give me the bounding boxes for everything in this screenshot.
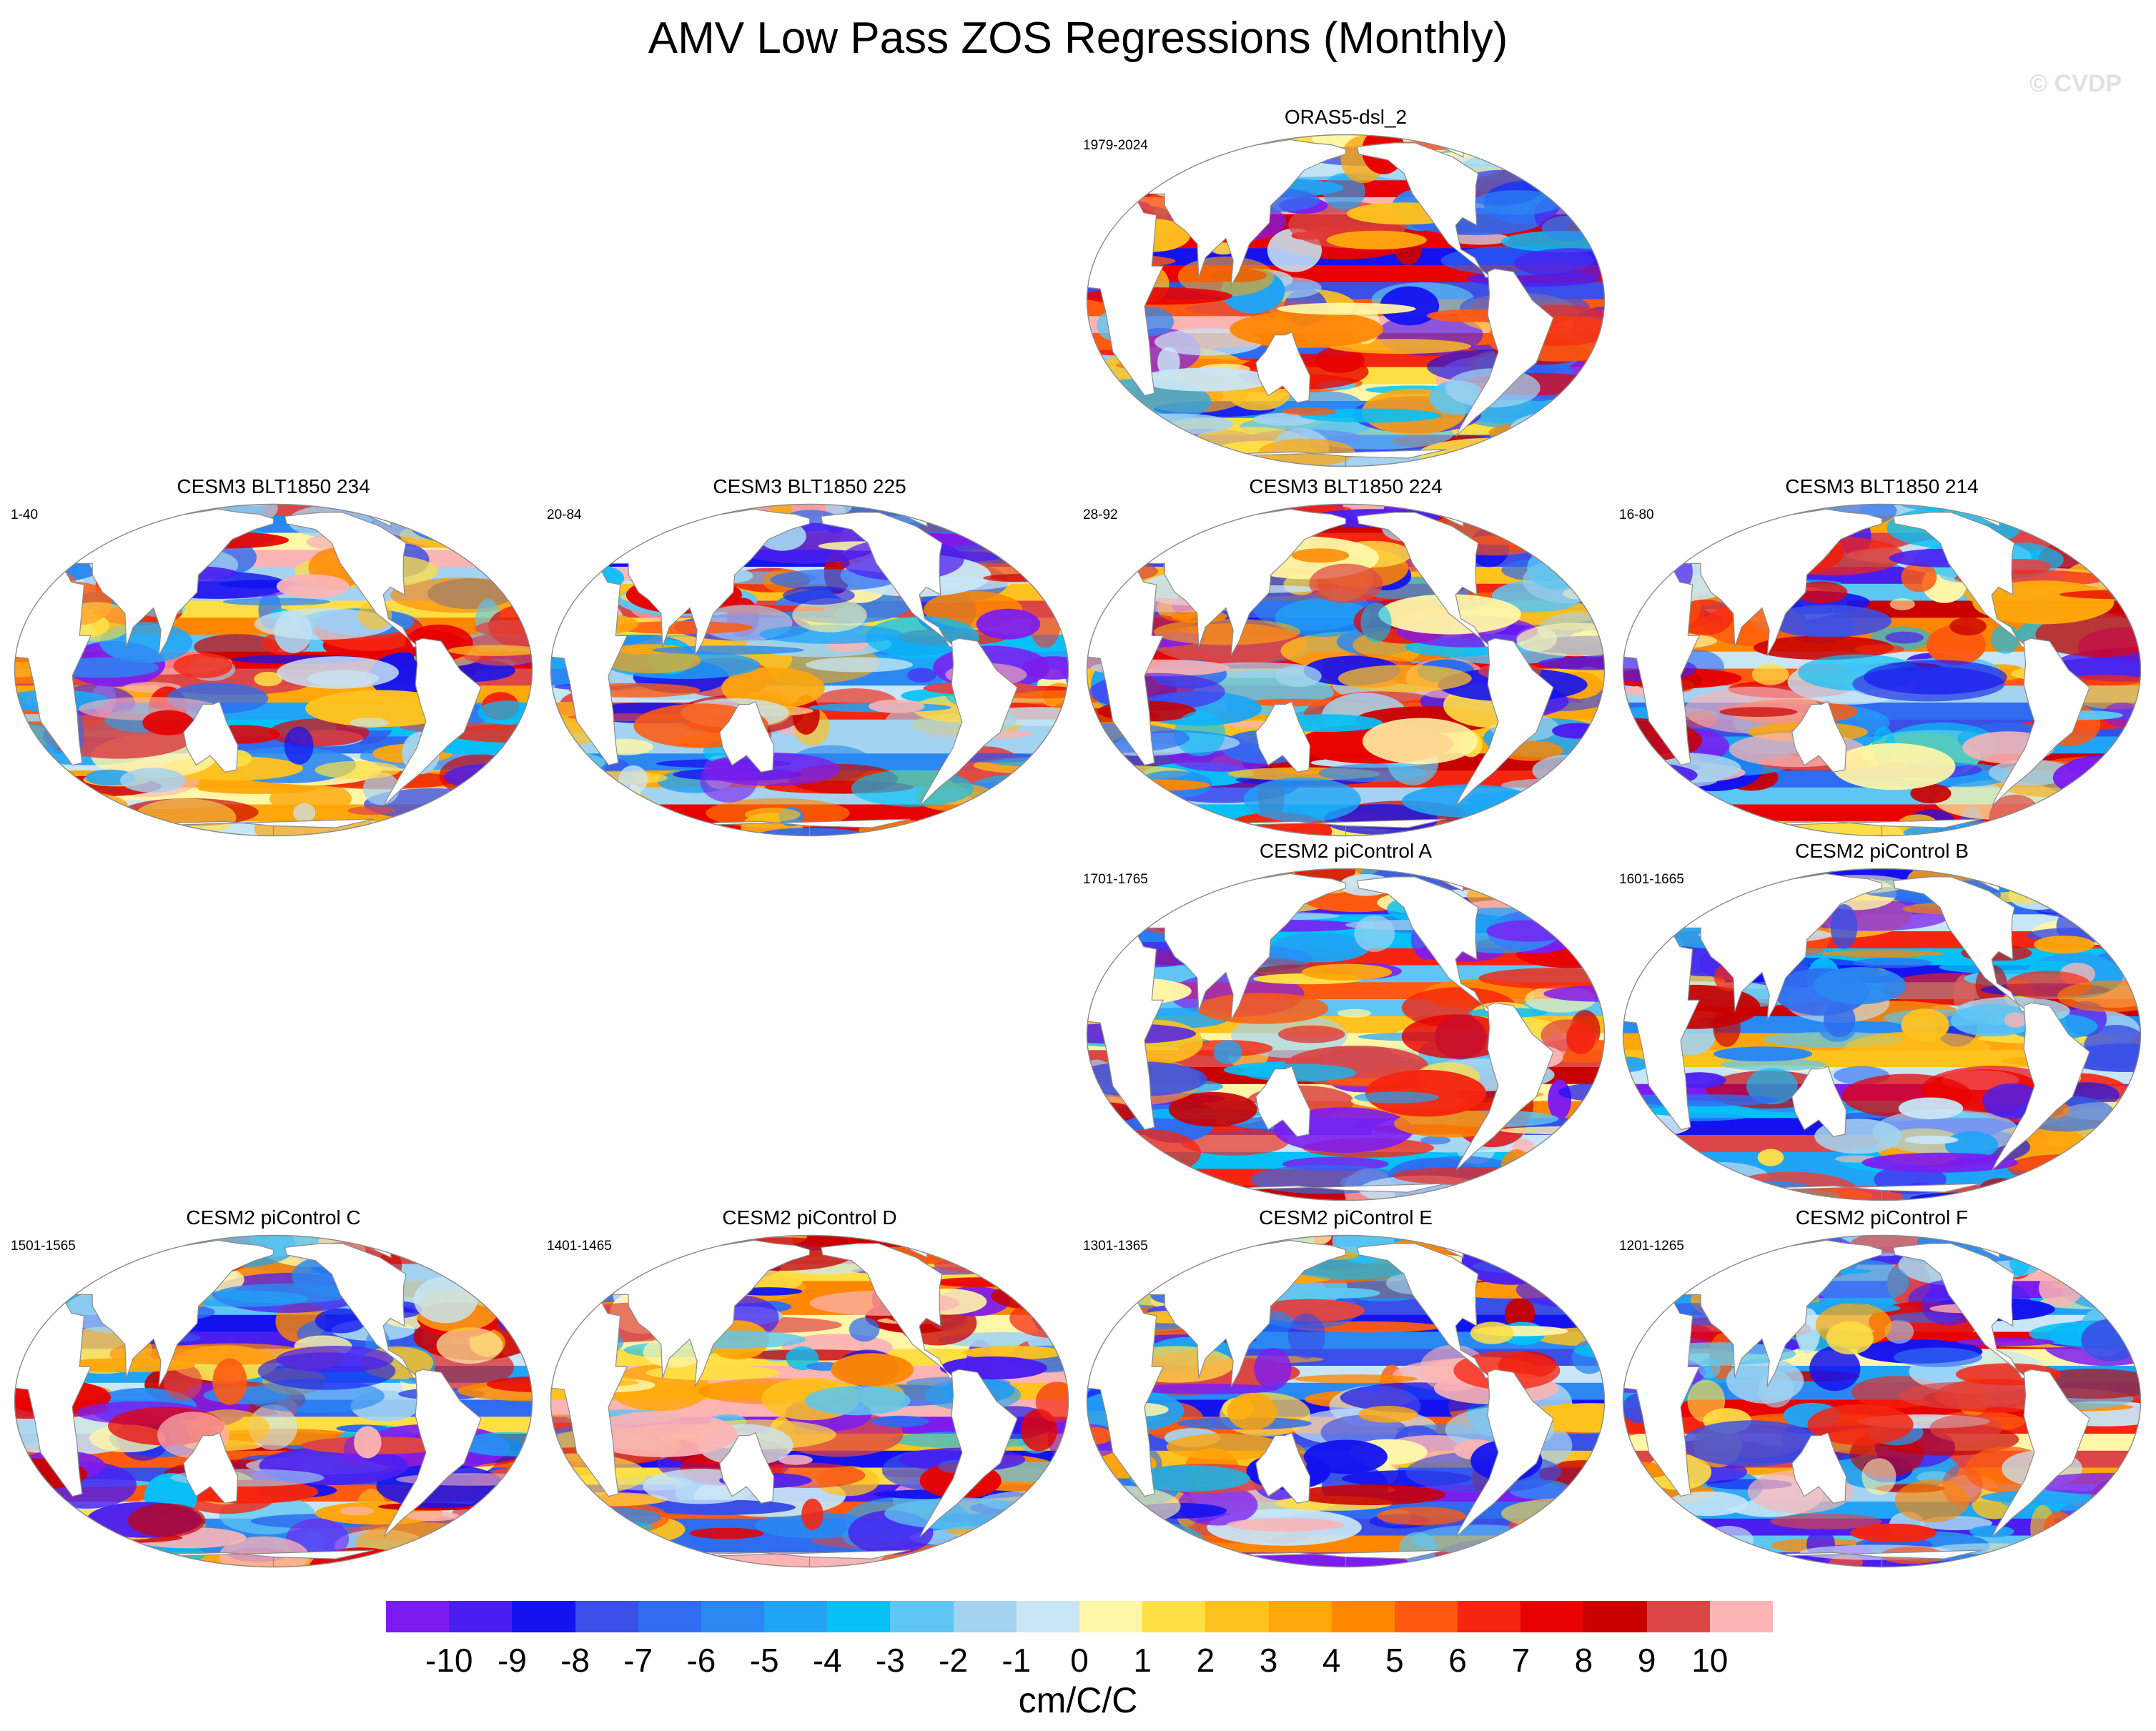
regression-map xyxy=(550,503,1069,837)
panel-title: CESM2 piControl A xyxy=(1259,840,1433,862)
colorbar-tick-label: 8 xyxy=(1574,1642,1593,1679)
colorbar-swatch xyxy=(1394,1601,1458,1632)
colorbar-tick-label: 9 xyxy=(1637,1642,1656,1679)
map-panel: CESM2 piControl C 1501-1565 xyxy=(11,1206,536,1571)
colorbar-tick-label: -8 xyxy=(560,1642,590,1679)
colorbar-tick-label: -7 xyxy=(623,1642,653,1679)
panel-years: 20-84 xyxy=(547,507,582,522)
colorbar-swatch xyxy=(890,1601,954,1632)
colorbar-tick-label: 6 xyxy=(1448,1642,1467,1679)
colorbar-swatch xyxy=(1268,1601,1332,1632)
colorbar-labels: -10 -9 -8 -7 -6 -5 -4 -3 -2 -1 0 1 2 3 4 5 6 7 8 9 10 xyxy=(386,1641,1773,1684)
colorbar-units: cm/C/C xyxy=(1018,1680,1138,1720)
regression-map xyxy=(1086,134,1606,467)
panel-title: ORAS5-dsl_2 xyxy=(1284,106,1408,128)
colorbar-swatch xyxy=(386,1601,450,1632)
colorbar-tick-label: -6 xyxy=(686,1642,716,1679)
colorbar-swatch xyxy=(1458,1601,1521,1632)
colorbar-tick-label: -2 xyxy=(939,1642,969,1679)
panel-years: 1301-1365 xyxy=(1083,1239,1148,1254)
colorbar-tick-label: 10 xyxy=(1691,1642,1729,1679)
colorbar-tick-label: -10 xyxy=(425,1642,473,1679)
panel-years: 1201-1265 xyxy=(1619,1239,1684,1254)
colorbar-swatch xyxy=(1079,1601,1143,1632)
panel-years: 1401-1465 xyxy=(547,1239,612,1254)
panel-years: 28-92 xyxy=(1083,507,1118,522)
figure-title: AMV Low Pass ZOS Regressions (Monthly) xyxy=(648,14,1508,63)
panel-title: CESM3 BLT1850 224 xyxy=(1249,475,1443,497)
panel-title: CESM2 piControl E xyxy=(1259,1206,1433,1229)
panel-years: 1701-1765 xyxy=(1083,872,1148,887)
colorbar-swatch xyxy=(1646,1601,1711,1632)
regression-map xyxy=(1086,868,1606,1201)
colorbar-swatch xyxy=(953,1601,1017,1632)
panel-years: 1-40 xyxy=(11,507,39,522)
cvdp-watermark: © CVDP xyxy=(2029,70,2122,97)
colorbar-swatch xyxy=(1205,1601,1270,1632)
regression-map xyxy=(550,1234,1069,1568)
map-panel: CESM2 piControl E 1301-1365 xyxy=(1083,1206,1608,1571)
map-panel: CESM2 piControl F 1201-1265 xyxy=(1619,1206,2145,1571)
regression-map xyxy=(14,1234,533,1568)
colorbar-swatch xyxy=(449,1601,513,1632)
colorbar-tick-label: 7 xyxy=(1511,1642,1531,1679)
map-panel: CESM3 BLT1850 224 28-92 xyxy=(1083,475,1608,840)
colorbar-swatch xyxy=(701,1601,765,1632)
panel-title: CESM3 BLT1850 234 xyxy=(177,475,370,497)
regression-map xyxy=(14,503,533,837)
colorbar-tick-label: -4 xyxy=(812,1642,842,1679)
panel-title: CESM2 piControl B xyxy=(1795,840,1969,862)
panel-title: CESM2 piControl C xyxy=(186,1206,361,1229)
map-panel: CESM2 piControl D 1401-1465 xyxy=(547,1206,1072,1571)
colorbar-swatch xyxy=(1331,1601,1395,1632)
panel-title: CESM3 BLT1850 225 xyxy=(713,475,906,497)
panel-years: 16-80 xyxy=(1619,507,1654,522)
panel-years: 1979-2024 xyxy=(1083,138,1148,153)
colorbar-tick-label: 5 xyxy=(1385,1642,1404,1679)
colorbar-swatch xyxy=(1583,1601,1648,1632)
colorbar-swatch xyxy=(764,1601,828,1632)
colorbar-swatch xyxy=(827,1601,891,1632)
panel-title: CESM2 piControl F xyxy=(1795,1206,1969,1229)
colorbar-tick-label: 2 xyxy=(1196,1642,1215,1679)
colorbar-swatch xyxy=(1016,1601,1080,1632)
colorbar-swatch xyxy=(1142,1601,1206,1632)
map-panel: CESM3 BLT1850 225 20-84 xyxy=(547,475,1072,840)
colorbar-tick-label: -3 xyxy=(875,1642,905,1679)
regression-map xyxy=(1622,1234,2142,1568)
regression-map xyxy=(1086,503,1606,837)
colorbar-tick-label: 3 xyxy=(1259,1642,1278,1679)
panel-years: 1501-1565 xyxy=(11,1239,76,1254)
colorbar-swatch xyxy=(575,1601,639,1632)
colorbar-tick-label: -1 xyxy=(1002,1642,1032,1679)
colorbar xyxy=(386,1601,1774,1632)
regression-map xyxy=(1086,1234,1606,1568)
colorbar-swatch xyxy=(1520,1601,1584,1632)
map-panel: CESM3 BLT1850 234 1-40 xyxy=(11,475,536,840)
panel-title: CESM2 piControl D xyxy=(722,1206,897,1229)
map-panel: CESM3 BLT1850 214 16-80 xyxy=(1619,475,2145,840)
map-panel: CESM2 piControl B 1601-1665 xyxy=(1619,840,2145,1204)
colorbar-tick-label: 4 xyxy=(1322,1642,1341,1679)
regression-map xyxy=(1622,503,2142,837)
colorbar-swatch xyxy=(638,1601,702,1632)
panel-title: CESM3 BLT1850 214 xyxy=(1785,475,1979,497)
colorbar-swatch xyxy=(1709,1601,1774,1632)
colorbar-swatch xyxy=(512,1601,576,1632)
colorbar-tick-label: -9 xyxy=(497,1642,527,1679)
colorbar-tick-label: 1 xyxy=(1133,1642,1152,1679)
regression-map xyxy=(1622,868,2142,1201)
panel-years: 1601-1665 xyxy=(1619,872,1684,887)
colorbar-tick-label: -5 xyxy=(749,1642,779,1679)
map-panel: ORAS5-dsl_2 1979-2024 xyxy=(1083,106,1608,470)
colorbar-tick-label: 0 xyxy=(1070,1642,1089,1679)
map-panel: CESM2 piControl A 1701-1765 xyxy=(1083,840,1608,1204)
